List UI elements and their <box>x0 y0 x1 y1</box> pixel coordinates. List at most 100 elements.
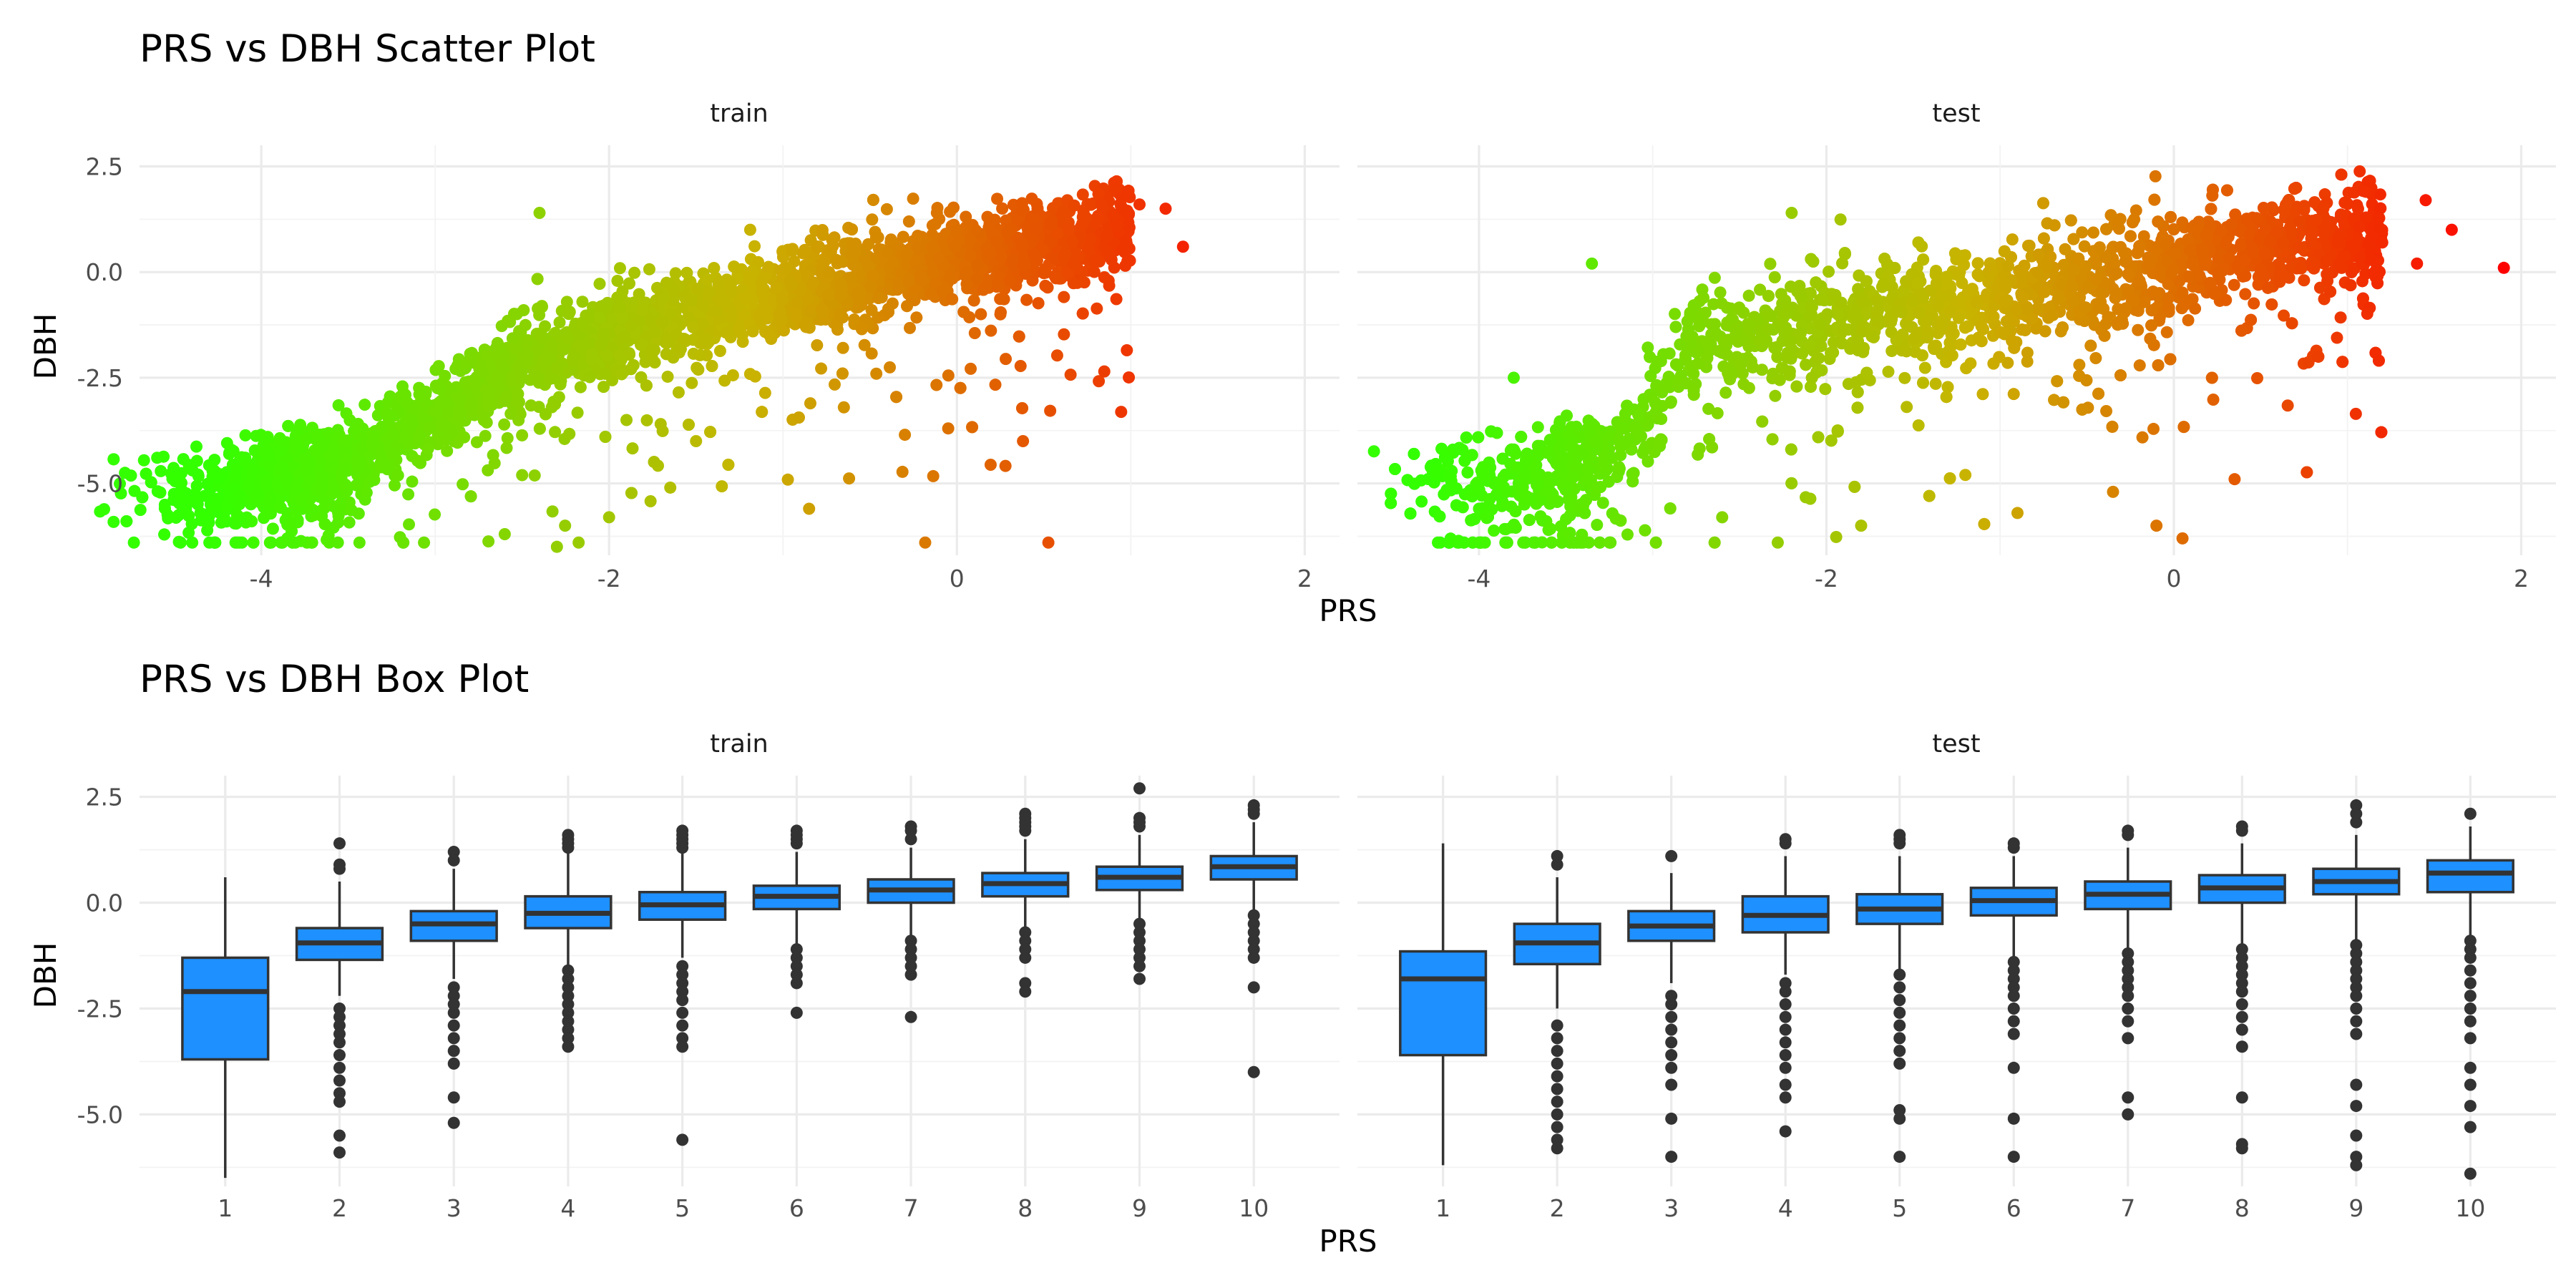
scatter-point <box>492 371 504 384</box>
scatter-point <box>239 429 252 441</box>
scatter-point <box>151 485 164 498</box>
scatter-point <box>266 522 279 535</box>
scatter-point <box>648 456 660 469</box>
scatter-point <box>791 296 804 309</box>
scatter-point <box>698 336 711 348</box>
scatter-point <box>902 215 915 228</box>
scatter-point <box>459 361 472 374</box>
scatter-point <box>865 303 878 316</box>
scatter-point <box>1111 175 1123 187</box>
scatter-point <box>615 368 628 381</box>
scatter-point <box>584 308 597 321</box>
scatter-point <box>661 370 674 383</box>
scatter-point <box>846 223 859 236</box>
scatter-point <box>498 394 511 407</box>
scatter-point <box>1095 197 1108 210</box>
scatter-point <box>182 509 195 522</box>
scatter-point <box>397 536 410 549</box>
scatter-point <box>572 536 585 549</box>
scatter-point <box>960 265 973 278</box>
scatter-point <box>1823 265 1835 278</box>
scatter-point <box>710 304 723 317</box>
scatter-point <box>890 391 903 404</box>
scatter-point <box>696 318 709 331</box>
scatter-point <box>353 536 366 549</box>
scatter-point <box>1067 258 1080 270</box>
scatter-point <box>265 492 278 504</box>
scatter-point <box>1111 220 1123 233</box>
scatter-point <box>220 515 233 528</box>
scatter-point <box>994 308 1007 321</box>
scatter-point <box>1100 230 1113 243</box>
scatter-point <box>1091 302 1103 315</box>
scatter-point <box>644 494 657 507</box>
scatter-point <box>999 459 1012 472</box>
scatter-point <box>155 464 167 477</box>
scatter-point <box>549 426 562 439</box>
scatter-point <box>762 260 775 273</box>
scatter-point <box>516 429 529 441</box>
scatter-point <box>770 281 783 294</box>
scatter-point <box>678 332 691 345</box>
scatter-point <box>692 283 705 296</box>
scatter-point <box>504 407 517 420</box>
scatter-point <box>602 511 615 524</box>
scatter-point <box>537 354 550 367</box>
scatter-point <box>1702 402 1715 415</box>
scatter-point <box>738 291 751 304</box>
scatter-point <box>780 263 793 276</box>
scatter-point <box>1041 281 1054 294</box>
scatter-point <box>599 431 612 444</box>
scatter-point <box>722 459 735 472</box>
scatter-point <box>648 326 661 338</box>
scatter-point <box>261 431 274 444</box>
scatter-point <box>457 478 469 491</box>
scatter-point <box>1118 236 1131 249</box>
scatter-point <box>501 431 514 444</box>
scatter-point <box>880 203 893 215</box>
scatter-point <box>1044 404 1057 417</box>
scatter-point <box>500 441 513 454</box>
scatter-point <box>576 318 589 331</box>
scatter-point <box>169 474 182 487</box>
scatter-point <box>439 369 452 382</box>
scatter-point <box>971 273 984 286</box>
scatter-point <box>429 406 442 419</box>
scatter-point <box>583 371 596 384</box>
scatter-point <box>431 382 444 395</box>
scatter-point <box>337 462 350 474</box>
scatter-point <box>533 422 546 435</box>
scatter-point <box>816 224 829 237</box>
scatter-point <box>660 276 673 289</box>
scatter-point <box>746 325 759 338</box>
scatter-point <box>799 243 811 256</box>
scatter-point <box>869 231 882 244</box>
scatter-point <box>968 327 981 340</box>
scatter-point <box>657 292 670 305</box>
scatter-point <box>535 300 548 313</box>
scatter-point <box>479 383 492 396</box>
scatter-point <box>1058 328 1070 341</box>
scatter-point <box>924 288 937 301</box>
scatter-point <box>229 472 242 484</box>
scatter-point <box>229 536 242 549</box>
scatter-point <box>519 318 532 331</box>
scatter-point <box>262 449 275 462</box>
scatter-point <box>960 210 972 223</box>
scatter-point <box>975 308 987 321</box>
scatter-point <box>343 414 356 426</box>
scatter-point <box>514 408 527 421</box>
scatter-point <box>290 504 303 517</box>
scatter-point <box>599 367 612 380</box>
scatter-point <box>971 259 984 272</box>
scatter-point <box>984 247 997 260</box>
scatter-point <box>576 296 589 308</box>
scatter-point <box>327 500 340 513</box>
scatter-point <box>414 430 426 443</box>
scatter-point <box>786 244 799 257</box>
scatter-point <box>1003 274 1016 287</box>
scatter-point <box>562 331 575 344</box>
scatter-point <box>506 332 519 345</box>
scatter-point <box>1019 259 1032 272</box>
scatter-point <box>774 307 786 320</box>
